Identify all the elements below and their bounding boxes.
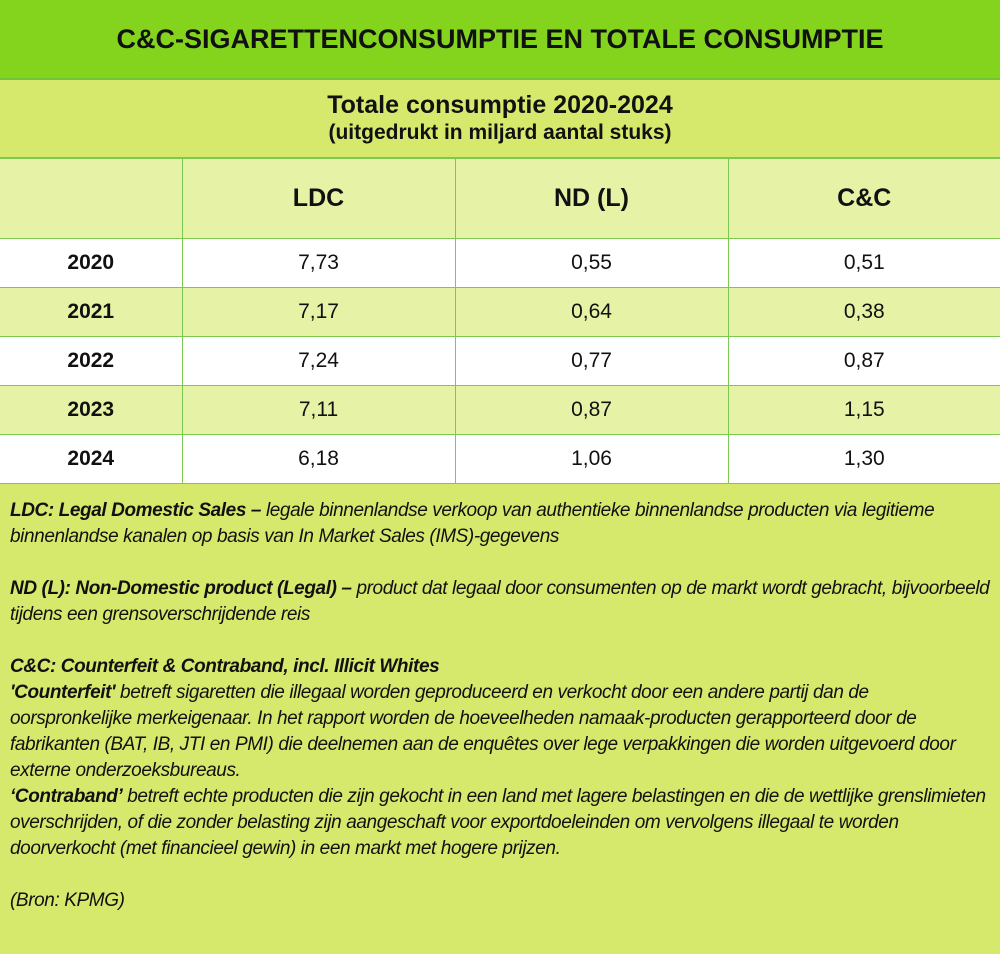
- header-nd: ND (L): [454, 158, 729, 239]
- ldc-cell: 7,11: [181, 385, 456, 435]
- nd-cell: 0,55: [454, 238, 729, 288]
- table-row: 2020 7,73 0,55 0,51: [0, 238, 1000, 288]
- note-ldc-term: LDC: Legal Domestic Sales –: [10, 500, 262, 521]
- note-cc-heading: C&C: Counterfeit & Contraband, incl. Ill…: [10, 656, 440, 677]
- consumption-table: LDC ND (L) C&C 2020 7,73 0,55 0,51 2021 …: [0, 158, 1000, 484]
- cc-cell: 0,38: [727, 287, 1000, 337]
- note-contraband-text: betreft echte producten die zijn gekocht…: [10, 786, 986, 859]
- source-note: (Bron: KPMG): [10, 890, 125, 911]
- cc-cell: 0,51: [727, 238, 1000, 288]
- table-row: 2024 6,18 1,06 1,30: [0, 434, 1000, 484]
- year-cell: 2021: [0, 287, 183, 337]
- table-row: 2022 7,24 0,77 0,87: [0, 336, 1000, 386]
- ldc-cell: 7,17: [181, 287, 456, 337]
- header-ldc: LDC: [181, 158, 456, 239]
- note-contraband-term: ‘Contraband’: [10, 786, 123, 807]
- table-row: 2023 7,11 0,87 1,15: [0, 385, 1000, 435]
- header-cc: C&C: [727, 158, 1000, 239]
- note-cc: C&C: Counterfeit & Contraband, incl. Ill…: [10, 654, 990, 862]
- table-row: 2021 7,17 0,64 0,38: [0, 287, 1000, 337]
- note-nd-text: product dat legaal door consumenten op d…: [10, 578, 990, 625]
- note-ldc-text: legale binnenlandse verkoop van authenti…: [10, 500, 935, 547]
- year-cell: 2023: [0, 385, 183, 435]
- definitions: LDC: Legal Domestic Sales – legale binne…: [0, 484, 1000, 914]
- header-year: [0, 158, 183, 239]
- nd-cell: 1,06: [454, 434, 729, 484]
- ldc-cell: 7,24: [181, 336, 456, 386]
- subtitle-main: Totale consumptie 2020-2024: [327, 91, 673, 119]
- year-cell: 2020: [0, 238, 183, 288]
- cc-cell: 1,15: [727, 385, 1000, 435]
- ldc-cell: 6,18: [181, 434, 456, 484]
- note-counterfeit-term: 'Counterfeit': [10, 682, 116, 703]
- cc-cell: 0,87: [727, 336, 1000, 386]
- note-nd-term: ND (L): Non-Domestic product (Legal) –: [10, 578, 352, 599]
- nd-cell: 0,64: [454, 287, 729, 337]
- table-subtitle: Totale consumptie 2020-2024 (uitgedrukt …: [0, 80, 1000, 158]
- cc-cell: 1,30: [727, 434, 1000, 484]
- subtitle-unit: (uitgedrukt in miljard aantal stuks): [328, 121, 672, 144]
- note-counterfeit-text: betreft sigaretten die illegaal worden g…: [10, 682, 956, 781]
- year-cell: 2024: [0, 434, 183, 484]
- nd-cell: 0,77: [454, 336, 729, 386]
- note-ldc: LDC: Legal Domestic Sales – legale binne…: [10, 498, 990, 550]
- nd-cell: 0,87: [454, 385, 729, 435]
- header-row: LDC ND (L) C&C: [0, 158, 1000, 239]
- year-cell: 2022: [0, 336, 183, 386]
- ldc-cell: 7,73: [181, 238, 456, 288]
- page-title: C&C-SIGARETTENCONSUMPTIE EN TOTALE CONSU…: [0, 0, 1000, 80]
- note-nd: ND (L): Non-Domestic product (Legal) – p…: [10, 576, 990, 628]
